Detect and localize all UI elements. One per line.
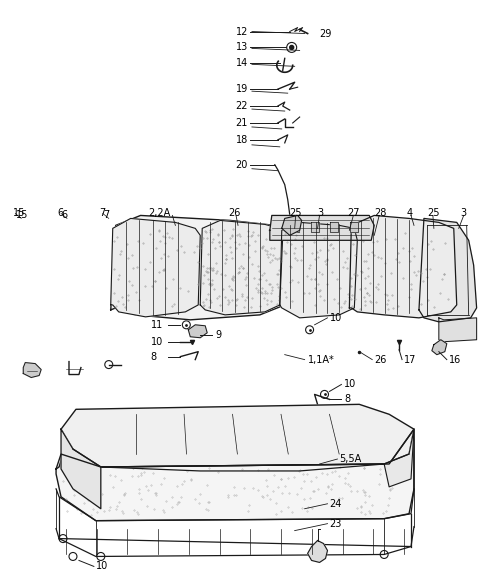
Text: 2,2A: 2,2A — [148, 208, 171, 218]
Polygon shape — [200, 220, 283, 315]
Polygon shape — [330, 223, 338, 232]
Text: 27: 27 — [348, 208, 360, 218]
Polygon shape — [384, 429, 414, 487]
Text: 12: 12 — [236, 26, 248, 37]
Text: 13: 13 — [236, 43, 248, 53]
Text: 16: 16 — [449, 354, 461, 364]
Text: 8: 8 — [151, 352, 156, 361]
Text: 5,5A: 5,5A — [339, 454, 361, 464]
Text: 29: 29 — [320, 29, 332, 39]
Polygon shape — [23, 363, 41, 377]
Text: 23: 23 — [329, 519, 342, 529]
Polygon shape — [61, 429, 101, 509]
Polygon shape — [439, 318, 477, 342]
Polygon shape — [432, 340, 447, 354]
Text: 22: 22 — [236, 101, 248, 111]
Text: 10: 10 — [96, 561, 108, 571]
Polygon shape — [311, 223, 319, 232]
Polygon shape — [61, 404, 414, 467]
Text: 6: 6 — [61, 210, 67, 220]
Text: 7: 7 — [103, 210, 109, 220]
Text: 28: 28 — [374, 208, 386, 218]
Polygon shape — [111, 215, 285, 320]
Polygon shape — [270, 215, 374, 240]
Text: 3: 3 — [318, 208, 324, 218]
Text: 21: 21 — [236, 118, 248, 128]
Text: 10: 10 — [344, 380, 357, 390]
Text: 14: 14 — [236, 58, 248, 68]
Polygon shape — [291, 223, 299, 232]
Text: 18: 18 — [236, 135, 248, 145]
Text: 4: 4 — [407, 208, 413, 218]
Polygon shape — [308, 541, 327, 562]
Circle shape — [290, 46, 294, 50]
Text: 25: 25 — [290, 208, 302, 218]
Text: 25: 25 — [427, 208, 439, 218]
Text: 26: 26 — [374, 354, 386, 364]
Text: 8: 8 — [344, 394, 350, 404]
Text: 7: 7 — [99, 208, 105, 218]
Text: 15: 15 — [13, 208, 26, 218]
Text: 10: 10 — [151, 337, 163, 347]
Polygon shape — [282, 215, 301, 235]
Text: 24: 24 — [329, 499, 342, 509]
Polygon shape — [350, 223, 358, 232]
Text: 20: 20 — [236, 160, 248, 170]
Text: 6: 6 — [57, 208, 63, 218]
Text: 15: 15 — [16, 210, 29, 220]
Polygon shape — [111, 218, 200, 317]
Text: 17: 17 — [404, 354, 417, 364]
Polygon shape — [349, 215, 457, 318]
Text: 11: 11 — [151, 320, 163, 330]
Polygon shape — [188, 325, 207, 338]
Text: 3: 3 — [461, 208, 467, 218]
Text: 26: 26 — [228, 208, 240, 218]
Text: 9: 9 — [215, 330, 221, 340]
Polygon shape — [56, 429, 414, 521]
Text: 19: 19 — [236, 84, 248, 94]
Text: 1,1A*: 1,1A* — [308, 354, 335, 364]
Polygon shape — [419, 218, 477, 322]
Text: 10: 10 — [329, 313, 342, 323]
Polygon shape — [280, 223, 357, 318]
